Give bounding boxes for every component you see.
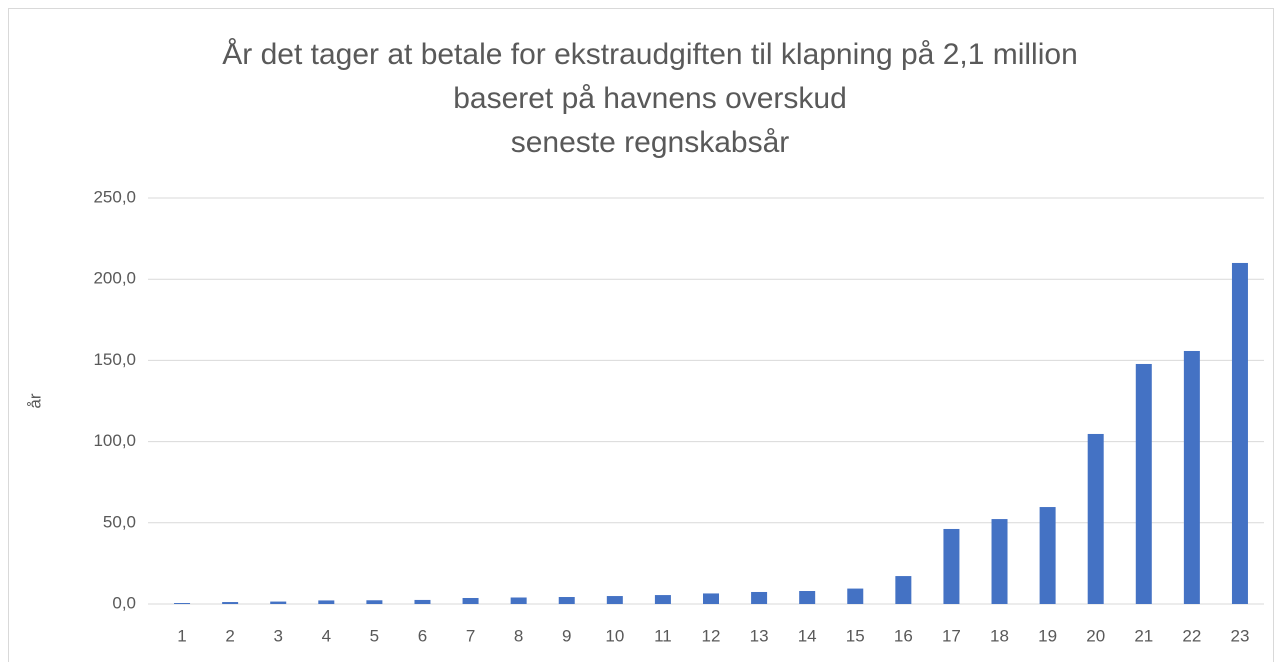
- bar: [174, 603, 191, 604]
- bar: [799, 591, 816, 604]
- x-tick-label: 6: [418, 626, 427, 645]
- bar: [462, 597, 479, 604]
- x-tick-label: 17: [942, 626, 961, 645]
- x-tick-label: 23: [1230, 626, 1249, 645]
- bar: [1183, 350, 1200, 604]
- bar: [222, 602, 239, 604]
- x-tick-label: 14: [798, 626, 817, 645]
- x-tick-label: 11: [654, 626, 672, 645]
- y-axis-label: år: [25, 393, 44, 408]
- x-tick-label: 8: [514, 626, 523, 645]
- bar: [1135, 363, 1152, 604]
- y-tick-label: 200,0: [93, 269, 136, 288]
- x-tick-label: 22: [1182, 626, 1201, 645]
- bar: [318, 600, 335, 604]
- bar: [751, 591, 768, 604]
- x-tick-label: 19: [1038, 626, 1057, 645]
- x-tick-label: 2: [225, 626, 234, 645]
- bar: [606, 596, 623, 604]
- x-tick-label: 12: [702, 626, 721, 645]
- chart-title: baseret på havnens overskud: [453, 82, 847, 115]
- bar: [510, 597, 527, 604]
- bar: [703, 593, 719, 604]
- bar: [414, 599, 431, 604]
- x-tick-label: 16: [894, 626, 913, 645]
- x-tick-label: 21: [1134, 626, 1153, 645]
- bar: [1231, 262, 1248, 604]
- chart-title: År det tager at betale for ekstraudgifte…: [222, 38, 1078, 71]
- x-tick-label: 15: [846, 626, 865, 645]
- y-tick-label: 150,0: [93, 350, 136, 369]
- bar: [270, 601, 287, 604]
- bar: [895, 576, 912, 604]
- bar: [654, 595, 671, 604]
- bar: [558, 597, 575, 604]
- x-tick-label: 3: [273, 626, 282, 645]
- x-tick-label: 10: [605, 626, 624, 645]
- x-tick-label: 5: [370, 626, 379, 645]
- x-tick-label: 1: [177, 626, 186, 645]
- chart-title: seneste regnskabsår: [511, 126, 790, 159]
- x-tick-label: 18: [990, 626, 1009, 645]
- x-tick-label: 7: [466, 626, 475, 645]
- y-tick-label: 50,0: [103, 512, 136, 531]
- x-tick-label: 13: [750, 626, 769, 645]
- x-tick-label: 20: [1086, 626, 1105, 645]
- chart-frame: [8, 8, 1274, 662]
- y-tick-label: 100,0: [93, 431, 136, 450]
- y-tick-label: 250,0: [93, 187, 136, 206]
- bar: [1039, 507, 1056, 604]
- bar: [366, 600, 383, 604]
- bar: [847, 588, 864, 604]
- bar: [1087, 433, 1104, 604]
- y-tick-label: 0,0: [112, 593, 136, 612]
- bar: [991, 519, 1008, 604]
- x-tick-label: 9: [562, 626, 571, 645]
- bar: [943, 528, 960, 604]
- x-tick-label: 4: [322, 626, 331, 645]
